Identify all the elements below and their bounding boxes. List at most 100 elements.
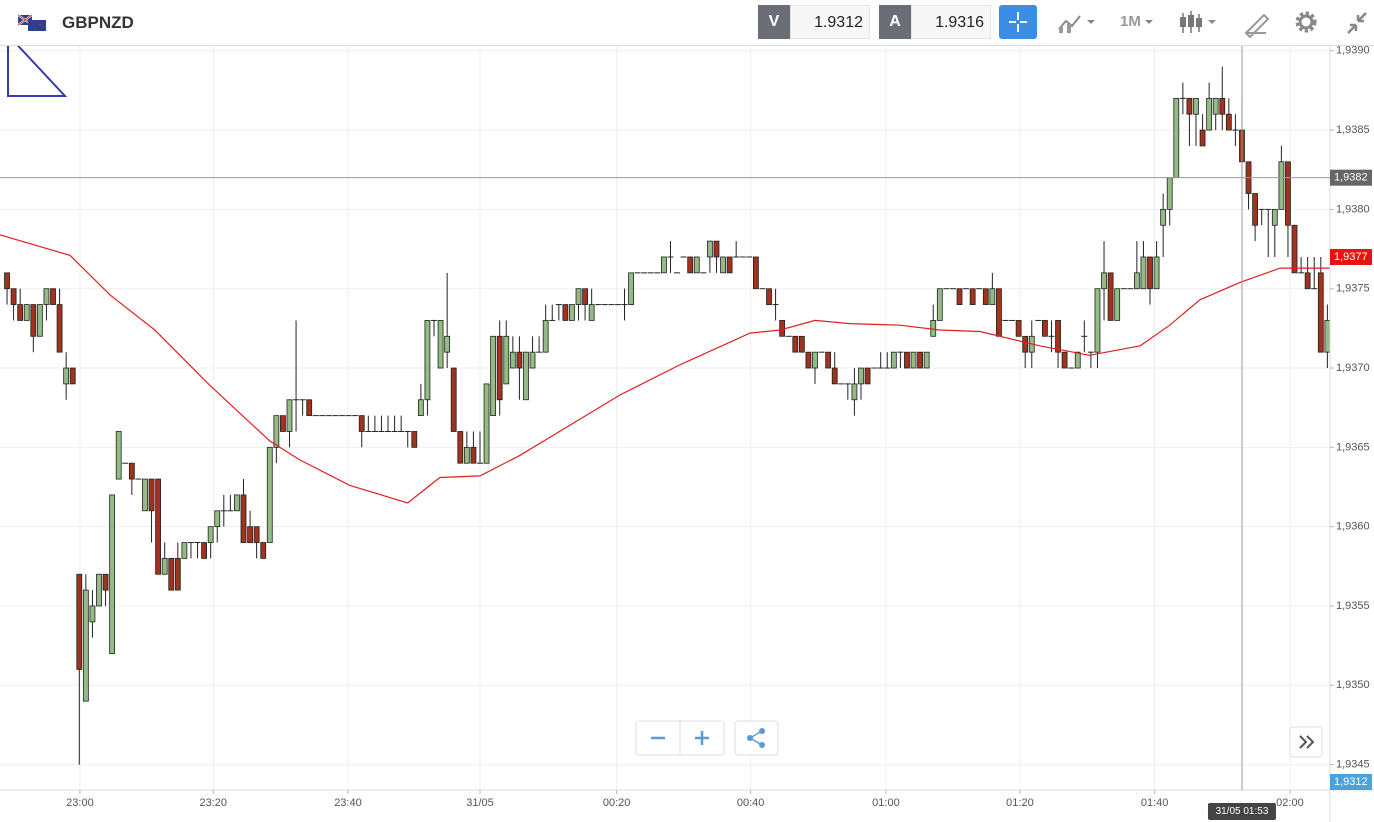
candle-body [936, 288, 943, 321]
toolbar: GBPNZD V 1.9312 A 1.9316 1M [0, 0, 1374, 46]
candle-body [424, 320, 431, 401]
candle-body [96, 573, 102, 607]
candle-body [923, 351, 930, 369]
candles [0, 66, 1331, 765]
candle-body [1206, 97, 1213, 131]
candle-body [752, 256, 759, 290]
last-price-box [1330, 248, 1372, 265]
candle-body [1101, 272, 1107, 290]
share-button[interactable] [747, 728, 765, 748]
flag-icon [18, 15, 46, 31]
candle-body [207, 526, 214, 543]
x-tick-label: 01:20 [1006, 797, 1034, 809]
candle-body [30, 304, 37, 337]
sell-price[interactable]: 1.9312 [790, 5, 870, 39]
candle-body [792, 335, 799, 353]
moving-average [0, 234, 1330, 504]
candle-body [1042, 320, 1048, 337]
candle-body [306, 399, 313, 417]
x-tick-label: 23:40 [334, 797, 362, 809]
candle-body [503, 335, 510, 385]
settings-button[interactable] [1292, 5, 1322, 39]
scroll-right[interactable] [1299, 735, 1315, 749]
candle-body [490, 335, 497, 417]
candle-body [463, 446, 470, 464]
candle-body [509, 351, 516, 369]
symbol: GBPNZD [62, 13, 134, 32]
candle-body [969, 288, 976, 305]
candle-body [128, 462, 135, 480]
candle-body [358, 415, 365, 432]
crosshair-time-label: 31/05 01:53 [1216, 806, 1269, 817]
candle-body [1160, 208, 1167, 226]
candle-body [142, 478, 148, 512]
candle-body [1094, 288, 1101, 353]
candle-body [1278, 161, 1285, 210]
candle-body [720, 256, 726, 274]
candle-body [17, 304, 24, 321]
buy-label[interactable]: A [879, 5, 911, 39]
y-tick-label: 1,9390 [1336, 46, 1370, 57]
candle-body [214, 510, 221, 528]
buy-price[interactable]: 1.9316 [911, 5, 991, 39]
candle-body [661, 256, 667, 274]
candle-body [628, 272, 634, 305]
candle-body [102, 573, 109, 591]
candle-body [930, 320, 937, 337]
candle-body [831, 367, 838, 385]
candle-body [168, 557, 175, 591]
x-tick-label: 23:00 [66, 797, 94, 809]
candle-body [798, 335, 805, 353]
candle-body [713, 240, 720, 258]
candle-body [851, 383, 858, 401]
chart: 1,9345 1,9350 1,9355 1,9360 1,9365 1,9370 1,93… [0, 46, 1374, 822]
candle-body [910, 351, 917, 369]
candle-body [588, 304, 595, 321]
bid-box [1330, 774, 1372, 790]
candle-body [516, 351, 523, 369]
candle-body [726, 256, 733, 274]
draw-button[interactable] [1242, 5, 1272, 39]
candle-body [562, 304, 569, 321]
candle-body [234, 494, 240, 512]
candle-body [63, 367, 70, 385]
indicator-button[interactable] [1055, 5, 1100, 39]
drawing-triangle[interactable] [7, 46, 68, 97]
candle-body [4, 272, 10, 290]
collapse-button[interactable] [1342, 5, 1372, 39]
candle-body [1015, 320, 1022, 337]
chart-type-button[interactable] [1178, 5, 1223, 39]
candle-body [417, 399, 424, 417]
candle-body [1324, 320, 1331, 353]
candle-body [858, 367, 864, 385]
candle-body [1271, 208, 1278, 226]
x-tick-label: 00:20 [603, 797, 631, 809]
candle-body [1061, 351, 1068, 369]
candle-body [496, 335, 503, 401]
sell-label[interactable]: V [758, 5, 790, 39]
candle-body [1291, 224, 1298, 274]
candle-body [286, 399, 293, 432]
candle-body [766, 288, 772, 305]
candle-body [260, 542, 267, 559]
candle-body [273, 415, 280, 448]
last-price-label: 1,9377 [1334, 251, 1368, 263]
candle-body [575, 288, 582, 305]
candle-body [1173, 97, 1180, 179]
candle-body [76, 573, 83, 670]
y-tick-label: 1,9375 [1336, 283, 1370, 295]
candle-body [247, 526, 253, 543]
candle-body [1022, 335, 1029, 353]
candle-body [23, 304, 30, 321]
candle-body [411, 431, 418, 448]
timeframe[interactable]: 1M [1120, 13, 1141, 30]
candle-body [687, 256, 694, 274]
candle-body [1074, 351, 1081, 369]
y-tick-label: 1,9365 [1336, 441, 1370, 453]
candle-body [1140, 256, 1147, 290]
y-tick-label: 1,9355 [1336, 600, 1370, 612]
candle-body [56, 304, 63, 353]
zoom-in[interactable] [695, 731, 709, 745]
crosshair-button[interactable] [999, 5, 1037, 39]
